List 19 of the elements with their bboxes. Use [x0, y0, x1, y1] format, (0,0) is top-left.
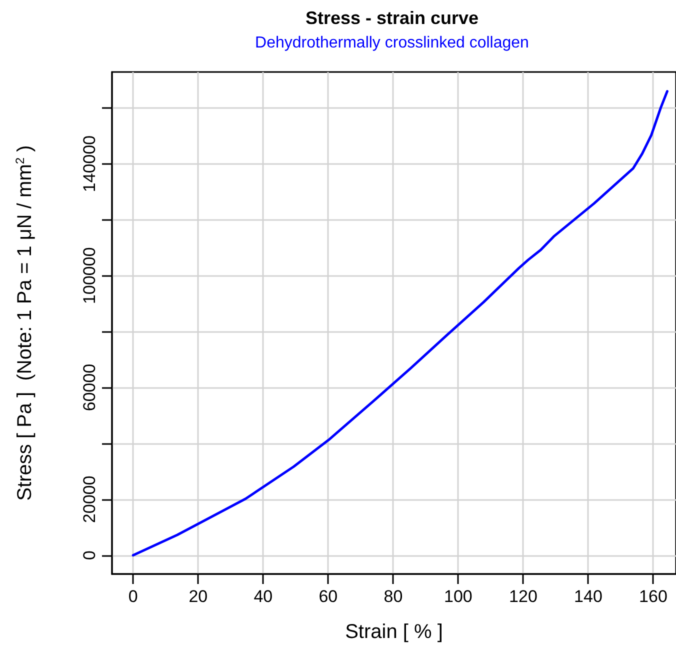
y-tick-label: 0: [80, 550, 99, 560]
y-tick-label: 100000: [80, 247, 99, 304]
x-tick-label: 140: [574, 587, 602, 606]
x-tick-label: 120: [509, 587, 538, 606]
y-tick-label: 140000: [80, 135, 99, 192]
y-tick-label: 20000: [80, 476, 99, 523]
x-tick-label: 0: [128, 587, 138, 606]
x-tick-label: 60: [318, 587, 338, 606]
x-tick-label: 80: [384, 587, 403, 606]
x-axis-title: Strain [ % ]: [345, 621, 443, 643]
chart-subtitle: Dehydrothermally crosslinked collagen: [255, 34, 529, 52]
x-tick-label: 160: [639, 587, 668, 606]
chart-title: Stress - strain curve: [305, 8, 479, 28]
x-tick-label: 20: [188, 587, 208, 606]
line-series: [132, 90, 668, 557]
y-axis-title: Stress [ Pa ] (Note: 1 Pa = 1 μN / mm2 ): [13, 145, 36, 501]
x-tick-label: 100: [444, 587, 472, 606]
y-tick-label: 60000: [80, 364, 99, 412]
x-tick-label: 40: [254, 587, 273, 606]
